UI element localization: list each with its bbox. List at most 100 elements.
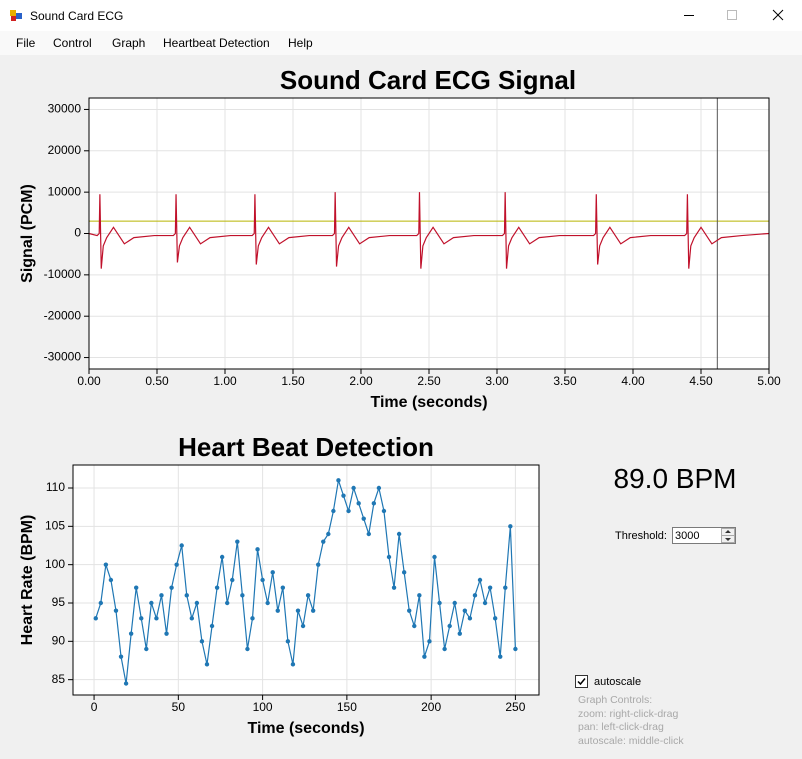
point xyxy=(169,585,174,590)
x-tick-label: 0 xyxy=(91,700,98,714)
help-line: autoscale: middle-click xyxy=(578,734,684,747)
x-axis-label: Time (seconds) xyxy=(247,720,364,737)
point xyxy=(225,600,230,606)
point xyxy=(260,577,265,583)
bpm-display: 89.0 BPM xyxy=(613,463,737,494)
close-button[interactable] xyxy=(772,9,784,21)
point xyxy=(452,600,457,606)
point xyxy=(270,570,275,575)
chart-title: Heart Beat Detection xyxy=(178,432,434,462)
point xyxy=(376,485,382,491)
series-line xyxy=(88,192,770,269)
x-axis-label: Time (seconds) xyxy=(370,394,487,411)
menu-item[interactable]: File xyxy=(16,36,36,50)
point xyxy=(113,608,119,613)
point xyxy=(346,508,351,514)
y-tick-label: 10000 xyxy=(48,184,82,198)
point xyxy=(341,493,346,498)
help-line: Graph Controls: xyxy=(578,694,653,706)
y-tick-label: 30000 xyxy=(48,102,82,116)
plot-area xyxy=(73,465,539,695)
point xyxy=(356,501,361,506)
x-tick-label: 2.50 xyxy=(417,374,441,388)
y-tick-label: 90 xyxy=(52,634,66,648)
point xyxy=(139,616,144,621)
point xyxy=(93,616,98,621)
menu-item[interactable]: Help xyxy=(288,36,313,50)
x-tick-label: 50 xyxy=(172,700,186,714)
x-tick-label: 250 xyxy=(505,700,525,714)
point xyxy=(174,562,179,567)
y-axis-label: Heart Rate (BPM) xyxy=(19,515,36,646)
point xyxy=(326,531,331,537)
menu-item[interactable]: Graph xyxy=(112,36,146,50)
y-tick-label: 110 xyxy=(46,480,65,494)
point xyxy=(285,639,291,644)
point xyxy=(118,654,124,659)
point xyxy=(331,508,336,514)
point xyxy=(457,631,462,636)
point xyxy=(503,585,508,590)
y-tick-label: -30000 xyxy=(44,350,82,364)
point xyxy=(412,623,417,629)
menu-item[interactable]: Control xyxy=(53,36,92,50)
point xyxy=(164,631,169,636)
help-line: zoom: right-click-drag xyxy=(578,707,679,720)
y-axis-label: Signal (PCM) xyxy=(19,184,36,283)
point xyxy=(351,485,356,491)
point xyxy=(255,547,260,552)
x-tick-label: 2.00 xyxy=(349,374,373,388)
x-tick-label: 100 xyxy=(253,700,273,714)
x-tick-label: 1.50 xyxy=(281,374,305,388)
point xyxy=(123,681,129,686)
point xyxy=(305,593,311,598)
point xyxy=(477,577,483,583)
x-tick-label: 5.00 xyxy=(757,374,781,388)
point xyxy=(214,585,220,590)
point xyxy=(482,600,488,606)
chart-title: Sound Card ECG Signal xyxy=(280,65,576,95)
point xyxy=(219,554,225,560)
help-line: pan: left-click-drag xyxy=(578,721,664,733)
point xyxy=(230,577,235,583)
point xyxy=(321,539,326,544)
maximize-button[interactable] xyxy=(727,10,737,20)
point xyxy=(189,616,195,621)
threshold-value[interactable]: 3000 xyxy=(675,530,700,542)
x-tick-label: 1.00 xyxy=(213,374,237,388)
point xyxy=(487,585,493,590)
autoscale-label[interactable]: autoscale xyxy=(594,676,642,688)
point xyxy=(290,662,296,667)
y-tick-label: -20000 xyxy=(44,308,82,322)
y-tick-label: 0 xyxy=(74,226,81,240)
x-tick-label: 3.00 xyxy=(485,374,509,388)
x-tick-label: 3.50 xyxy=(553,374,577,388)
point xyxy=(204,662,210,667)
point xyxy=(300,623,306,629)
point xyxy=(316,562,321,567)
point xyxy=(275,608,280,613)
spinner-arrows[interactable] xyxy=(721,528,735,543)
plot-frame xyxy=(88,97,770,370)
point xyxy=(179,543,184,548)
x-tick-label: 200 xyxy=(421,700,441,714)
point xyxy=(108,577,114,583)
title-bar: Sound Card ECG xyxy=(0,0,802,31)
autoscale-checkbox[interactable] xyxy=(575,675,589,689)
threshold-spinner[interactable]: 3000 xyxy=(672,527,736,544)
menu-item[interactable]: Heartbeat Detection xyxy=(163,36,270,50)
point xyxy=(381,508,387,514)
point xyxy=(144,646,149,652)
point xyxy=(492,616,498,621)
point xyxy=(361,516,366,521)
point xyxy=(366,531,371,537)
point xyxy=(513,646,518,652)
point xyxy=(103,562,109,567)
point xyxy=(422,654,427,659)
point xyxy=(209,623,215,629)
y-tick-label: 85 xyxy=(52,672,66,686)
app-icon xyxy=(10,10,22,21)
point xyxy=(427,639,432,644)
x-tick-label: 0.50 xyxy=(145,374,169,388)
